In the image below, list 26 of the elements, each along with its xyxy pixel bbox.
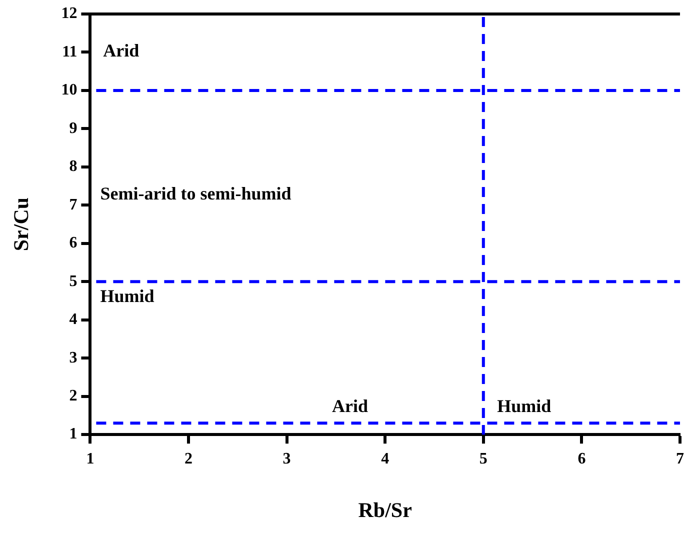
x-tick-label: 2	[184, 450, 192, 468]
annotation: Arid	[103, 40, 140, 61]
y-tick-label: 2	[69, 388, 78, 405]
y-axis-title: Sr/Cu	[9, 197, 34, 252]
y-tick-label: 11	[62, 43, 78, 60]
y-tick-label: 9	[69, 120, 78, 137]
y-tick-label: 3	[69, 349, 78, 366]
y-tick-label: 4	[69, 311, 78, 328]
y-tick-label: 8	[69, 158, 78, 176]
y-tick-label: 7	[69, 196, 78, 214]
y-tick-label: 10	[61, 82, 78, 99]
y-tick-label: 1	[69, 426, 78, 443]
annotation: Semi-arid to semi-humid	[100, 184, 292, 204]
y-tick-label: 12	[61, 5, 78, 22]
x-tick-label: 6	[578, 450, 586, 468]
y-tick-label: 6	[69, 234, 78, 252]
annotation: Humid	[497, 396, 552, 416]
x-tick-label: 7	[676, 450, 684, 468]
x-tick-label: 3	[282, 450, 291, 468]
x-axis-title: Rb/Sr	[358, 498, 412, 522]
x-tick-label: 1	[86, 450, 94, 468]
annotation: Arid	[332, 396, 368, 416]
annotation: Humid	[100, 286, 154, 306]
x-tick-label: 5	[479, 450, 488, 468]
y-tick-label: 5	[69, 272, 78, 290]
x-tick-label: 4	[381, 450, 390, 468]
